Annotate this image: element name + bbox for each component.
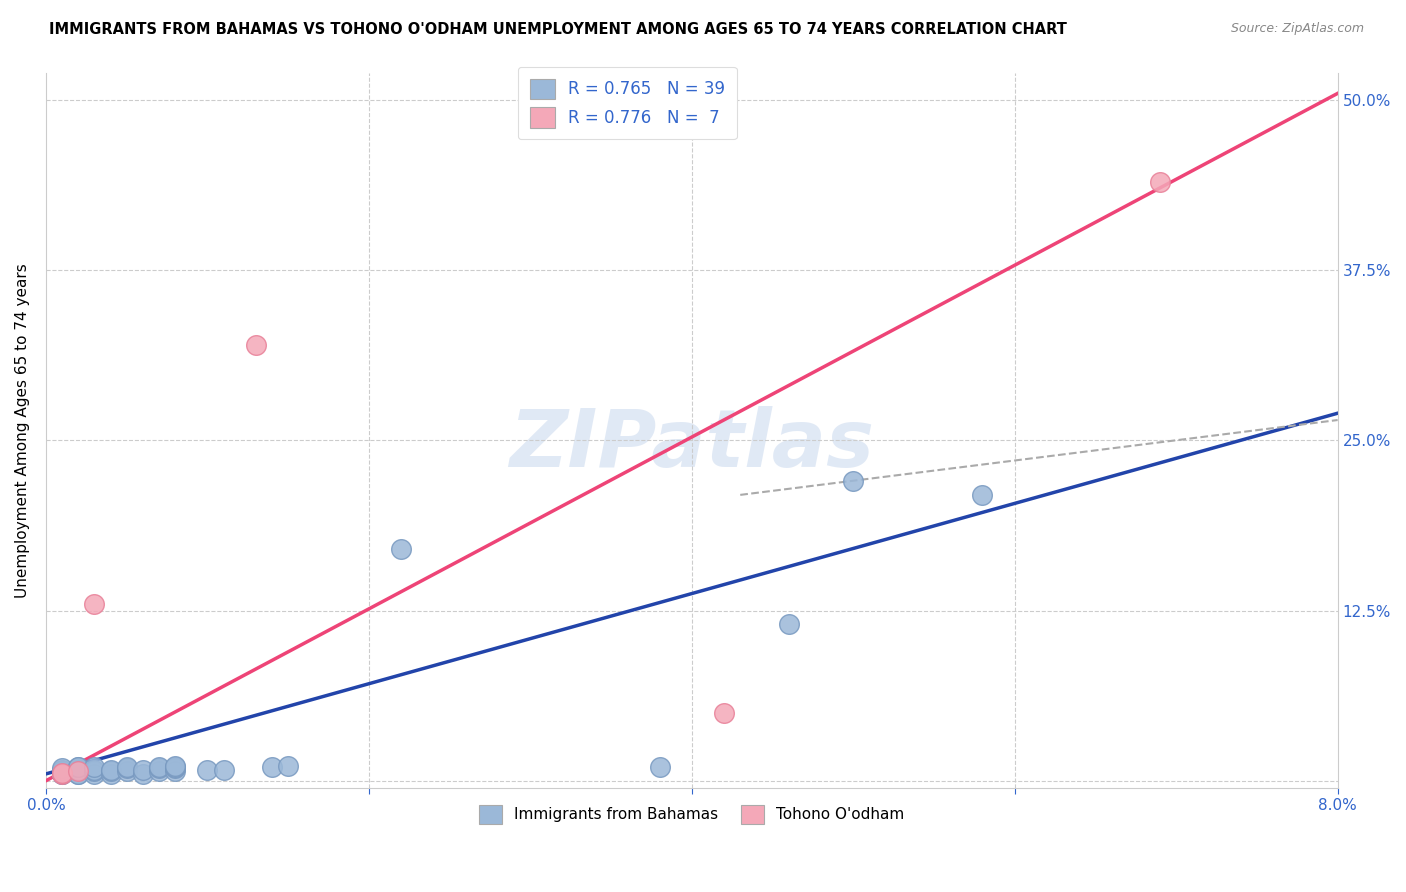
Point (51, 764, 73, 779)
Point (212, 763, 235, 777)
Point (132, 767, 155, 781)
Point (51, 767, 73, 781)
Point (277, 758, 299, 772)
Point (51, 761, 73, 775)
Point (132, 763, 155, 777)
Point (83, 760, 105, 774)
Y-axis label: Unemployment Among Ages 65 to 74 years: Unemployment Among Ages 65 to 74 years (15, 263, 30, 598)
Point (83, 597, 105, 611)
Text: ZIPatlas: ZIPatlas (509, 406, 875, 483)
Point (148, 764, 170, 779)
Point (51, 765, 73, 780)
Point (83, 763, 105, 777)
Point (165, 761, 187, 775)
Point (100, 764, 122, 779)
Point (67, 760, 90, 774)
Point (51, 767, 73, 781)
Point (1149, 175, 1171, 189)
Text: IMMIGRANTS FROM BAHAMAS VS TOHONO O'ODHAM UNEMPLOYMENT AMONG AGES 65 TO 74 YEARS: IMMIGRANTS FROM BAHAMAS VS TOHONO O'ODHA… (49, 22, 1067, 37)
Point (100, 763, 122, 777)
Legend: Immigrants from Bahamas, Tohono O'odham: Immigrants from Bahamas, Tohono O'odham (472, 799, 911, 830)
Point (842, 475, 865, 489)
Point (67, 764, 90, 779)
Point (165, 758, 187, 772)
Point (197, 763, 219, 777)
Point (165, 764, 187, 779)
Point (165, 760, 187, 774)
Point (115, 761, 138, 775)
Point (51, 765, 73, 780)
Point (51, 767, 73, 781)
Point (245, 338, 267, 352)
Point (115, 764, 138, 779)
Point (389, 542, 412, 557)
Point (648, 760, 671, 774)
Point (51, 763, 73, 777)
Point (148, 761, 170, 775)
Point (67, 767, 90, 781)
Point (83, 767, 105, 781)
Point (67, 767, 90, 781)
Point (148, 760, 170, 774)
Point (67, 763, 90, 777)
Point (67, 760, 90, 774)
Point (778, 617, 800, 632)
Point (260, 760, 283, 774)
Point (115, 760, 138, 774)
Point (972, 488, 994, 502)
Text: Source: ZipAtlas.com: Source: ZipAtlas.com (1230, 22, 1364, 36)
Point (100, 767, 122, 781)
Point (713, 706, 735, 720)
Point (83, 764, 105, 779)
